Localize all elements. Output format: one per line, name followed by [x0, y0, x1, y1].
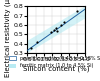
Point — [50, 32, 51, 33]
Point — [56, 30, 58, 31]
Y-axis label: Electrical resistivity (μΩ·m): Electrical resistivity (μΩ·m) — [4, 0, 11, 77]
Legend: pearlitic matrix (0.48 to 0.58% Si), ferritic matrix (1.0 to 4.5% Si): pearlitic matrix (0.48 to 0.58% Si), fer… — [7, 54, 100, 70]
X-axis label: Silicon content (%): Silicon content (%) — [23, 65, 90, 72]
Point — [30, 48, 32, 49]
Polygon shape — [28, 6, 85, 53]
Point — [60, 24, 61, 26]
Point — [37, 41, 38, 42]
Point — [53, 29, 55, 30]
Point — [76, 10, 78, 12]
Point — [63, 21, 65, 23]
Point — [55, 27, 56, 28]
